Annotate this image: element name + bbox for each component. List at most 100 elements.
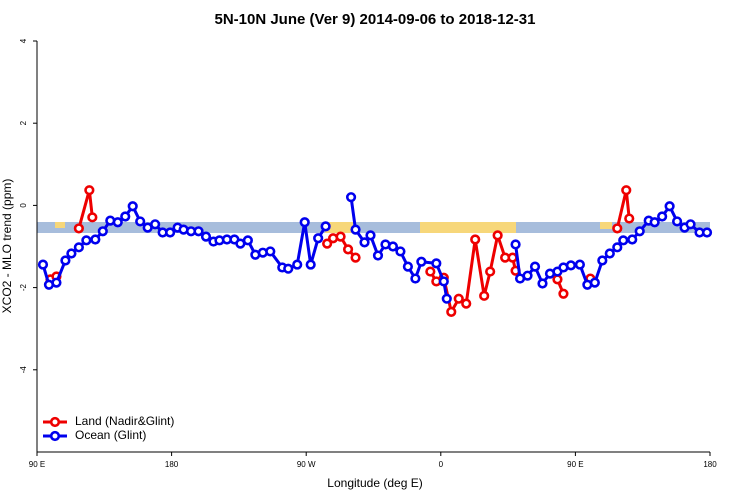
point — [597, 255, 608, 266]
y-tick-label: 2 — [19, 120, 28, 125]
point — [37, 259, 49, 270]
point — [97, 226, 108, 237]
x-tick-label: 180 — [165, 460, 179, 469]
y-axis-label: XCO2 - MLO trend (ppm) — [0, 179, 14, 314]
x-axis-label: Longitude (deg E) — [327, 476, 422, 490]
band-land — [420, 222, 516, 233]
legend-marker — [49, 416, 61, 428]
legend-label: Ocean (Glint) — [75, 428, 146, 442]
band-land — [55, 222, 65, 228]
point — [441, 293, 452, 304]
point — [446, 306, 457, 317]
point — [492, 230, 503, 241]
point — [299, 217, 310, 228]
point — [416, 256, 427, 267]
point — [685, 219, 696, 230]
point — [510, 239, 521, 250]
point — [479, 290, 490, 301]
point — [283, 263, 294, 274]
point — [624, 213, 635, 224]
chart-title: 5N-10N June (Ver 9) 2014-09-06 to 2018-1… — [214, 11, 535, 28]
point — [589, 277, 600, 288]
point — [438, 276, 449, 287]
point — [522, 270, 533, 281]
point — [470, 234, 481, 245]
point — [387, 241, 399, 252]
x-tick-label: 0 — [439, 460, 444, 469]
x-tick-label: 90 E — [29, 460, 45, 469]
point — [552, 274, 563, 285]
point — [425, 266, 436, 277]
point — [51, 277, 62, 288]
point — [558, 288, 569, 299]
point — [66, 248, 77, 259]
point — [150, 219, 161, 230]
band-land — [600, 222, 612, 229]
legend-marker — [49, 430, 61, 442]
point — [84, 185, 95, 196]
point — [90, 234, 101, 245]
point — [135, 216, 146, 227]
point — [431, 258, 442, 269]
point — [627, 234, 638, 245]
point — [395, 246, 406, 257]
point — [612, 223, 623, 234]
point — [565, 260, 577, 271]
point — [485, 266, 496, 277]
point — [112, 217, 123, 228]
x-tick-label: 180 — [703, 460, 717, 469]
band — [37, 222, 710, 233]
point — [537, 278, 548, 289]
legend-label: Land (Nadir&Glint) — [75, 414, 174, 428]
y-tick-label: -2 — [19, 283, 28, 291]
point — [657, 211, 668, 222]
point — [671, 216, 683, 227]
point — [507, 252, 518, 263]
y-tick-label: 0 — [19, 203, 28, 208]
point — [701, 227, 713, 238]
x-tick-label: 90 W — [297, 460, 316, 469]
point — [73, 223, 84, 234]
point — [292, 259, 303, 270]
point — [402, 261, 413, 272]
point — [127, 201, 138, 212]
point — [618, 235, 629, 246]
point — [320, 221, 331, 232]
point — [350, 252, 361, 263]
point — [335, 231, 346, 242]
point — [350, 224, 361, 235]
point — [345, 192, 357, 203]
point — [453, 293, 464, 304]
point — [193, 226, 204, 237]
x-tick-label: 90 E — [567, 460, 583, 469]
y-tick-label: 4 — [19, 38, 28, 43]
point — [372, 250, 384, 261]
point — [612, 242, 623, 253]
point — [574, 259, 585, 270]
point — [200, 231, 212, 242]
point — [60, 255, 71, 266]
point — [359, 237, 370, 248]
point — [621, 185, 632, 196]
point — [73, 242, 84, 253]
point — [529, 261, 541, 272]
point — [649, 217, 660, 228]
point — [265, 246, 276, 257]
land-mask-band — [37, 222, 710, 233]
point — [604, 248, 615, 259]
y-tick-label: -4 — [19, 366, 28, 374]
point — [461, 298, 472, 309]
point — [87, 212, 98, 223]
point — [410, 273, 421, 284]
point — [81, 235, 92, 246]
point — [242, 235, 253, 246]
point — [165, 227, 176, 238]
point — [664, 201, 675, 212]
point — [342, 244, 354, 255]
point — [120, 211, 131, 222]
point — [634, 226, 645, 237]
point — [305, 259, 316, 270]
band-land — [325, 222, 353, 233]
point — [313, 233, 324, 244]
